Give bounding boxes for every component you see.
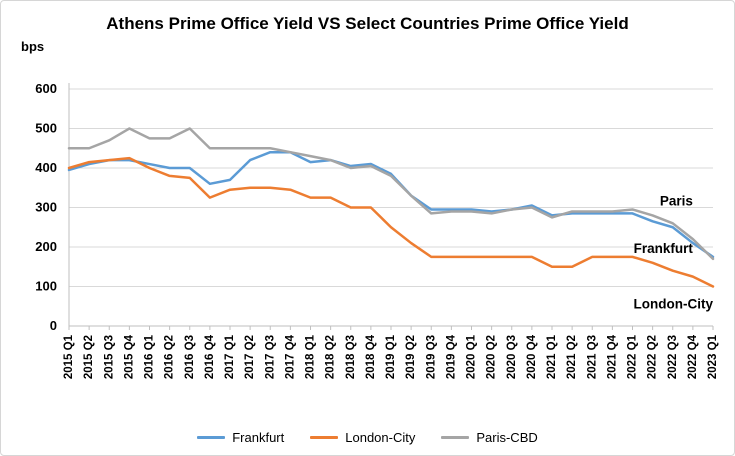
y-tick-label: 500 xyxy=(35,121,57,136)
series-line-frankfurt xyxy=(67,150,715,259)
x-tick-label: 2022 Q3 xyxy=(667,335,679,379)
x-tick-label: 2016 Q4 xyxy=(204,334,216,379)
chart-legend: Frankfurt London-City Paris-CBD xyxy=(1,430,734,445)
y-tick-label: 0 xyxy=(50,318,57,333)
legend-swatch-paris-cbd xyxy=(441,436,470,439)
legend-swatch-frankfurt xyxy=(197,436,226,439)
x-tick-label: 2018 Q1 xyxy=(305,334,317,379)
x-tick-label: 2022 Q4 xyxy=(687,334,699,379)
x-tick-label: 2019 Q3 xyxy=(425,335,437,379)
x-tick-label: 2021 Q3 xyxy=(586,335,598,379)
x-tick-label: 2017 Q2 xyxy=(244,335,256,379)
x-tick-label: 2021 Q2 xyxy=(566,335,578,379)
series-annotation-paris: Paris xyxy=(660,194,693,209)
series-annotation-frankfurt: Frankfurt xyxy=(634,241,694,256)
y-tick-label: 400 xyxy=(35,160,57,175)
x-tick-label: 2015 Q3 xyxy=(103,335,115,379)
series-line-paris-cbd xyxy=(67,127,715,261)
legend-item-frankfurt: Frankfurt xyxy=(197,430,284,445)
legend-item-london-city: London-City xyxy=(310,430,415,445)
x-tick-label: 2021 Q1 xyxy=(546,334,558,379)
x-tick-label: 2015 Q2 xyxy=(83,335,95,379)
x-tick-label: 2021 Q4 xyxy=(606,334,618,379)
x-tick-label: 2019 Q2 xyxy=(405,335,417,379)
legend-item-paris-cbd: Paris-CBD xyxy=(441,430,538,445)
y-axis-unit-label: bps xyxy=(21,39,45,54)
x-tick-label: 2020 Q3 xyxy=(506,335,518,379)
x-tick-label: 2016 Q2 xyxy=(164,335,176,379)
x-tick-label: 2016 Q3 xyxy=(184,335,196,379)
x-tick-label: 2018 Q2 xyxy=(325,335,337,379)
y-tick-label: 200 xyxy=(35,239,57,254)
series-annotation-london-city: London-City xyxy=(634,296,714,311)
x-tick-label: 2019 Q1 xyxy=(385,334,397,379)
x-tick-label: 2019 Q4 xyxy=(445,334,457,379)
x-tick-label: 2020 Q1 xyxy=(466,334,478,379)
series-line-london-city xyxy=(67,156,715,288)
x-tick-label: 2017 Q1 xyxy=(224,334,236,379)
x-tick-label: 2015 Q4 xyxy=(123,334,135,379)
x-tick-label: 2016 Q1 xyxy=(144,334,156,379)
x-tick-label: 2020 Q2 xyxy=(486,335,498,379)
legend-label: Frankfurt xyxy=(232,430,285,445)
x-tick-label: 2017 Q4 xyxy=(284,334,296,379)
x-tick-label: 2023 Q1 xyxy=(707,334,719,379)
y-tick-label: 600 xyxy=(35,81,57,96)
x-tick-label: 2018 Q4 xyxy=(365,334,377,379)
x-tick-label: 2020 Q4 xyxy=(526,334,538,379)
y-tick-label: 100 xyxy=(35,279,57,294)
x-tick-label: 2018 Q3 xyxy=(345,335,357,379)
legend-label: Paris-CBD xyxy=(476,430,538,445)
legend-swatch-london-city xyxy=(310,436,339,439)
legend-label: London-City xyxy=(345,430,416,445)
y-tick-label: 300 xyxy=(35,200,57,215)
x-tick-label: 2022 Q1 xyxy=(627,334,639,379)
x-tick-label: 2022 Q2 xyxy=(647,335,659,379)
x-tick-label: 2017 Q3 xyxy=(264,335,276,379)
chart-title: Athens Prime Office Yield VS Select Coun… xyxy=(106,14,629,33)
x-tick-label: 2015 Q1 xyxy=(63,334,75,379)
